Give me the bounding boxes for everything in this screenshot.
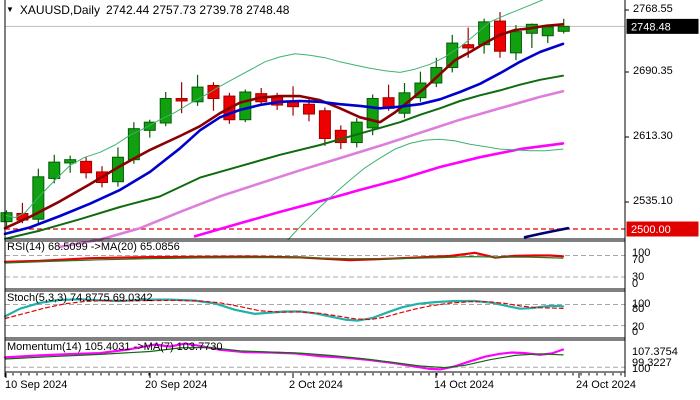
candle-bear	[302, 103, 315, 115]
date-axis-label: 2 Oct 2024	[289, 379, 343, 391]
candle-bull	[366, 98, 379, 129]
date-axis-label: 20 Sep 2024	[145, 379, 208, 391]
candle-bull	[191, 86, 204, 103]
candle-bear	[207, 84, 220, 100]
stoch-axis-label: 100	[632, 298, 651, 310]
candle-bull	[430, 67, 443, 84]
candle-bull	[143, 121, 156, 131]
candle-bull	[350, 121, 363, 144]
price-axis-label: 2768.55	[633, 3, 673, 15]
rsi-axis-label: 100	[632, 247, 651, 259]
candle-bull	[0, 212, 13, 223]
rsi-axis-label: 0	[632, 278, 639, 290]
price-axis-label: 2535.10	[633, 195, 673, 207]
momentum-axis-label: 99.3227	[632, 357, 672, 369]
chart-header: ▼ XAUUSD,Daily 2742.44 2757.73 2739.78 2…	[6, 3, 289, 17]
stoch-d-line	[4, 299, 564, 321]
momentum-indicator-label: Momentum(14) 105.4031 ->MA(7) 103.7730	[7, 341, 223, 353]
ma-darkgreen-line	[4, 74, 564, 240]
momentum-axis-label: 100	[632, 363, 651, 375]
candle-bull	[557, 25, 570, 32]
candle-bear	[175, 98, 188, 102]
ma-maroon-line	[3, 22, 565, 230]
ma-violet-line	[58, 89, 565, 249]
collapse-chevron-icon[interactable]: ▼	[6, 5, 14, 14]
candle-bear	[462, 44, 475, 49]
candle-bull	[64, 159, 77, 164]
momentum-main-line	[3, 342, 565, 371]
stoch-axis-label: 80	[632, 303, 645, 315]
stoch-axis-label: 0	[632, 326, 639, 338]
ma-magenta-line	[193, 142, 565, 238]
level-2500-label-box	[626, 221, 699, 237]
momentum-ma-line	[4, 346, 564, 369]
rsi-ma-line	[4, 256, 564, 264]
rsi-indicator-label: RSI(14) 68.5099 ->MA(20) 65.0856	[7, 241, 180, 253]
date-axis-label: 10 Sep 2024	[5, 379, 68, 391]
band-upper-line	[4, 0, 544, 219]
ma-blue-line	[3, 42, 565, 236]
stoch-axis-label: 20	[632, 321, 645, 333]
candle-bull	[159, 98, 172, 124]
candle-bear	[318, 110, 331, 139]
date-axis-label: 24 Oct 2024	[576, 379, 636, 391]
candle-bear	[80, 160, 93, 174]
current-price-label-box	[626, 18, 699, 34]
rsi-axis-label: 70	[632, 254, 645, 266]
candle-bull	[541, 26, 554, 37]
rsi-axis-label: 30	[632, 271, 645, 283]
header-ohlc-values: 2742.44 2757.73 2739.78 2748.48	[105, 3, 290, 17]
price-axis-label: 2690.35	[633, 65, 673, 77]
candle-bull	[48, 161, 61, 179]
band-lower-line	[287, 138, 564, 241]
candle-bear	[334, 129, 347, 144]
stoch-indicator-label: Stoch(5,3,3) 74.8775 69.0342	[7, 292, 153, 304]
symbol-title: XAUUSD,Daily	[19, 3, 100, 17]
ma-navy-line	[523, 226, 570, 239]
candle-bull	[509, 31, 522, 54]
price-axis-label: 2613.30	[633, 130, 673, 142]
candle-bull	[239, 91, 252, 121]
current-price-label-text: 2748.48	[631, 21, 671, 33]
momentum-axis-label: 107.3754	[632, 346, 678, 358]
date-axis-label: 14 Oct 2024	[434, 379, 494, 391]
level-2500-label-text: 2500.00	[631, 224, 671, 236]
